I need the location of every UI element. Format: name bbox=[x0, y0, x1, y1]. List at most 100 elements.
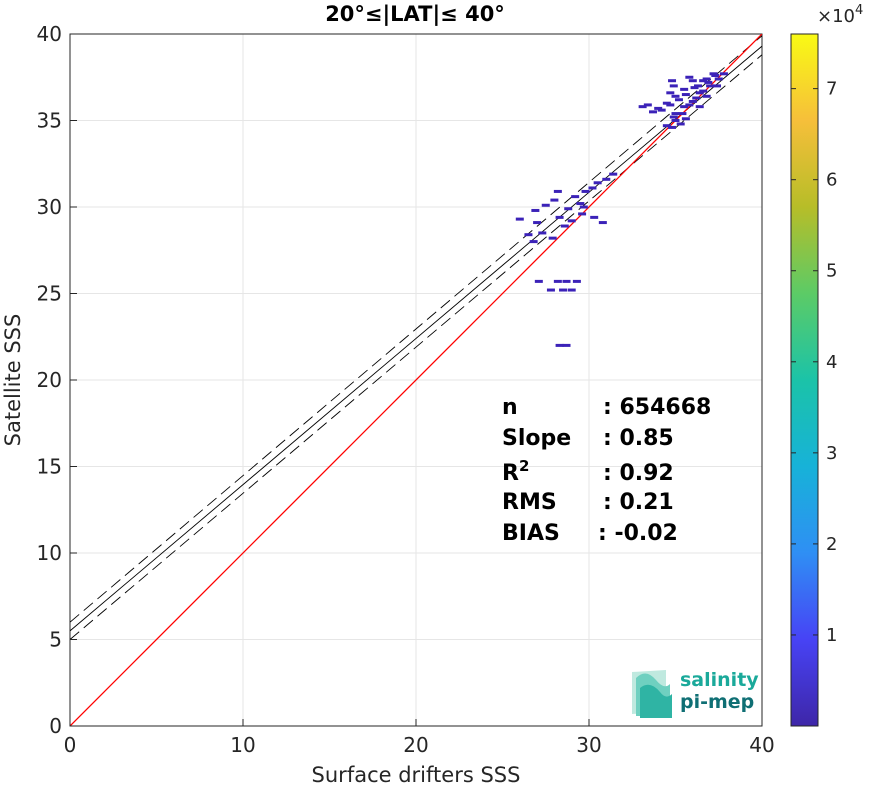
fit-line bbox=[70, 45, 762, 632]
density-point bbox=[571, 195, 580, 199]
density-point bbox=[669, 84, 678, 88]
density-point bbox=[553, 189, 562, 193]
density-point bbox=[695, 105, 704, 109]
density-point bbox=[669, 115, 678, 119]
density-point bbox=[719, 72, 728, 76]
x-tick-label: 10 bbox=[230, 733, 255, 757]
colorbar-tick-label: 6 bbox=[826, 170, 837, 191]
density-point bbox=[555, 343, 564, 347]
colorbar: 1 2 3 4 5 6 7 ×104 bbox=[790, 3, 863, 727]
one-to-one-line bbox=[70, 34, 762, 726]
y-tick-label: 15 bbox=[37, 455, 62, 479]
y-axis-label: Satellite SSS bbox=[1, 314, 25, 447]
density-point bbox=[704, 80, 713, 84]
density-point bbox=[662, 101, 671, 105]
stat-value: : 0.92 bbox=[603, 461, 674, 486]
density-point bbox=[674, 98, 683, 102]
density-point bbox=[643, 103, 652, 107]
y-ticks: 0 5 10 15 20 25 30 35 40 bbox=[37, 22, 77, 738]
density-point bbox=[657, 108, 666, 112]
density-points bbox=[515, 72, 728, 347]
density-point bbox=[688, 99, 697, 103]
density-point bbox=[590, 215, 599, 219]
density-point bbox=[524, 233, 533, 237]
stat-value: : 654668 bbox=[603, 395, 711, 420]
density-point bbox=[638, 105, 647, 109]
density-point bbox=[548, 236, 557, 240]
density-point bbox=[562, 343, 571, 347]
density-point bbox=[564, 207, 573, 211]
density-point bbox=[567, 219, 576, 223]
density-point bbox=[695, 91, 704, 95]
density-point bbox=[581, 189, 590, 193]
stat-label: R2 bbox=[502, 457, 529, 486]
density-point bbox=[668, 125, 677, 129]
density-point bbox=[567, 288, 576, 292]
y-tick-label: 0 bbox=[49, 714, 62, 738]
density-point bbox=[576, 202, 585, 206]
density-point bbox=[572, 279, 581, 283]
y-tick-label: 5 bbox=[49, 628, 62, 652]
density-point bbox=[649, 110, 658, 114]
x-ticks: 0 10 20 30 40 bbox=[64, 719, 775, 757]
density-point bbox=[593, 181, 602, 185]
density-point bbox=[550, 198, 559, 202]
colorbar-tick-label: 2 bbox=[826, 534, 837, 555]
density-point bbox=[709, 72, 718, 76]
density-point bbox=[560, 224, 569, 228]
density-point bbox=[692, 96, 701, 100]
stat-label: RMS bbox=[502, 490, 557, 515]
logo-line2: pi-mep bbox=[680, 691, 754, 713]
density-point bbox=[529, 240, 538, 244]
density-point bbox=[711, 74, 720, 78]
x-axis-label: Surface drifters SSS bbox=[312, 763, 521, 787]
density-point bbox=[598, 221, 607, 225]
density-point bbox=[588, 186, 597, 190]
x-tick-label: 0 bbox=[64, 733, 77, 757]
y-tick-label: 40 bbox=[37, 22, 62, 46]
density-point bbox=[609, 172, 618, 176]
x-tick-label: 40 bbox=[749, 733, 774, 757]
y-tick-label: 30 bbox=[37, 195, 62, 219]
density-point bbox=[579, 205, 588, 209]
density-point bbox=[685, 103, 694, 107]
x-tick-label: 30 bbox=[576, 733, 601, 757]
regression-lines bbox=[70, 34, 762, 726]
density-point bbox=[681, 117, 690, 121]
density-point bbox=[666, 91, 675, 95]
confidence-line bbox=[70, 35, 762, 623]
colorbar-multiplier: ×104 bbox=[817, 3, 863, 27]
density-point bbox=[671, 119, 680, 122]
colorbar-gradient bbox=[790, 33, 819, 727]
density-point bbox=[671, 94, 680, 98]
stats-box: n: 654668 Slope: 0.85 R2: 0.92 RMS: 0.21 BIA… bbox=[502, 395, 711, 546]
density-point bbox=[538, 231, 547, 235]
colorbar-tick-label: 1 bbox=[826, 625, 837, 646]
stat-label: BIAS bbox=[502, 521, 560, 546]
density-point bbox=[662, 124, 671, 128]
logo-line1: salinity bbox=[680, 669, 759, 691]
colorbar-tick-label: 7 bbox=[826, 79, 837, 100]
density-point bbox=[559, 288, 568, 292]
density-point bbox=[702, 77, 711, 81]
stat-label: Slope bbox=[502, 426, 571, 451]
density-point bbox=[676, 122, 685, 126]
y-tick-label: 25 bbox=[37, 282, 62, 306]
density-point bbox=[678, 112, 687, 116]
logo-wave-icon bbox=[632, 670, 672, 718]
density-point bbox=[578, 212, 587, 216]
density-point bbox=[553, 279, 562, 283]
colorbar-tick-label: 4 bbox=[826, 352, 837, 373]
density-point bbox=[531, 208, 540, 212]
salinity-pi-mep-logo: salinity pi-mep bbox=[632, 669, 759, 718]
colorbar-tick-label: 3 bbox=[826, 443, 837, 464]
density-point bbox=[562, 279, 571, 283]
density-point bbox=[546, 288, 555, 292]
density-point bbox=[533, 221, 542, 225]
y-tick-label: 35 bbox=[37, 109, 62, 133]
colorbar-tick-label: 5 bbox=[826, 261, 837, 282]
stat-value: : -0.02 bbox=[598, 521, 678, 546]
density-point bbox=[688, 79, 697, 83]
density-point bbox=[713, 84, 722, 88]
